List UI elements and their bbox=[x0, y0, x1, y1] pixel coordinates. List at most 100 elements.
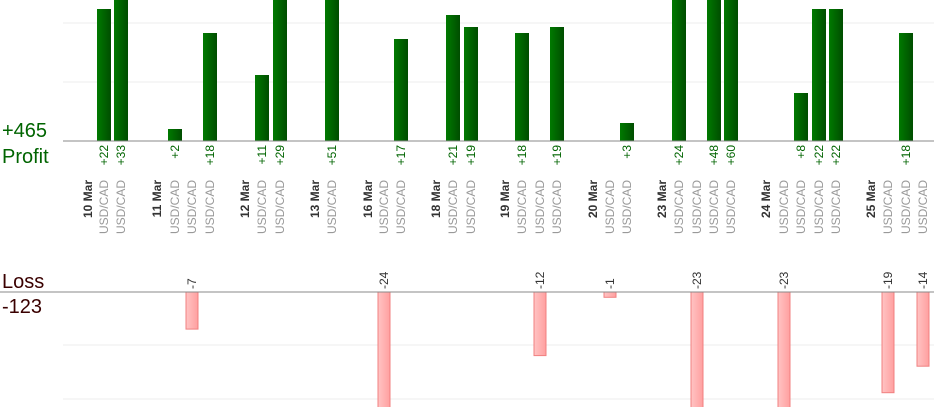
loss-value-label: -1 bbox=[603, 278, 617, 289]
loss-value-label: -23 bbox=[690, 271, 704, 289]
profit-bar bbox=[325, 0, 339, 141]
profit-bar bbox=[812, 9, 826, 141]
profit-total: +465 bbox=[2, 120, 47, 142]
loss-label: Loss bbox=[2, 271, 44, 293]
profit-value-label: +18 bbox=[899, 145, 913, 166]
profit-value-label: +24 bbox=[672, 145, 686, 166]
profit-value-label: +33 bbox=[114, 145, 128, 166]
date-label: 23 Mar bbox=[655, 180, 669, 218]
profit-value-label: +11 bbox=[255, 145, 269, 165]
trade-label: USD/CAD bbox=[446, 180, 460, 234]
profit-bar bbox=[97, 9, 111, 141]
trade-label: USD/CAD bbox=[916, 180, 930, 234]
profit-bar bbox=[464, 27, 478, 141]
date-label: 25 Mar bbox=[864, 180, 878, 218]
loss-value-label: -19 bbox=[881, 271, 895, 289]
date-label: 10 Mar bbox=[81, 180, 95, 218]
loss-bar bbox=[185, 291, 199, 330]
profit-value-label: +18 bbox=[203, 145, 217, 166]
date-label: 11 Mar bbox=[150, 180, 164, 218]
profit-bar bbox=[446, 15, 460, 141]
trade-label: USD/CAD bbox=[707, 180, 721, 234]
profit-value-label: +22 bbox=[97, 145, 111, 166]
profit-bar bbox=[515, 33, 529, 141]
profit-bar bbox=[724, 0, 738, 141]
trade-label: USD/CAD bbox=[203, 180, 217, 234]
profit-value-label: +19 bbox=[464, 145, 478, 166]
profit-value-label: +21 bbox=[446, 145, 460, 166]
profit-bar bbox=[255, 75, 269, 141]
trade-label: USD/CAD bbox=[672, 180, 686, 234]
loss-bar bbox=[690, 291, 704, 407]
profit-bar bbox=[794, 93, 808, 141]
trade-label: USD/CAD bbox=[899, 180, 913, 234]
trade-label: USD/CAD bbox=[724, 180, 738, 234]
trade-label: USD/CAD bbox=[794, 180, 808, 234]
profit-value-label: +18 bbox=[515, 145, 529, 166]
trade-label: USD/CAD bbox=[377, 180, 391, 234]
profit-bar bbox=[829, 9, 843, 141]
trade-label: USD/CAD bbox=[325, 180, 339, 234]
trade-label: USD/CAD bbox=[168, 180, 182, 234]
profit-bar bbox=[203, 33, 217, 141]
profit-value-label: +19 bbox=[550, 145, 564, 166]
date-label: 12 Mar bbox=[238, 180, 252, 218]
date-label: 16 Mar bbox=[361, 180, 375, 218]
profit-value-label: +29 bbox=[273, 145, 287, 166]
trade-label: USD/CAD bbox=[550, 180, 564, 234]
profit-bar bbox=[899, 33, 913, 141]
loss-bar bbox=[603, 291, 617, 298]
loss-value-label: -23 bbox=[777, 271, 791, 289]
date-label: 13 Mar bbox=[308, 180, 322, 218]
profit-value-label: +48 bbox=[707, 145, 721, 166]
date-label: 19 Mar bbox=[498, 180, 512, 218]
bars bbox=[97, 0, 930, 407]
profit-value-label: +17 bbox=[394, 145, 408, 166]
trade-label: USD/CAD bbox=[533, 180, 547, 234]
trade-label: USD/CAD bbox=[812, 180, 826, 234]
trade-label: USD/CAD bbox=[255, 180, 269, 234]
profit-bar bbox=[707, 0, 721, 141]
profit-bar bbox=[672, 0, 686, 141]
trade-label: USD/CAD bbox=[114, 180, 128, 234]
loss-value-label: -12 bbox=[533, 271, 547, 289]
trade-label: USD/CAD bbox=[881, 180, 895, 234]
profit-value-label: +22 bbox=[829, 145, 843, 166]
profit-value-label: +51 bbox=[325, 145, 339, 166]
profit-value-label: +2 bbox=[168, 145, 182, 159]
profit-bar bbox=[168, 129, 182, 141]
profit-value-label: +22 bbox=[812, 145, 826, 166]
trade-label: USD/CAD bbox=[273, 180, 287, 234]
trade-label: USD/CAD bbox=[185, 180, 199, 234]
date-label: 18 Mar bbox=[429, 180, 443, 218]
profit-value-label: +3 bbox=[620, 145, 634, 159]
trade-label: USD/CAD bbox=[690, 180, 704, 234]
loss-value-label: -14 bbox=[916, 271, 930, 289]
trade-label: USD/CAD bbox=[464, 180, 478, 234]
profit-bar bbox=[273, 0, 287, 141]
loss-value-label: -24 bbox=[377, 271, 391, 289]
trade-label: USD/CAD bbox=[515, 180, 529, 234]
loss-bar bbox=[377, 291, 391, 407]
trade-label: USD/CAD bbox=[777, 180, 791, 234]
trade-label: USD/CAD bbox=[829, 180, 843, 234]
loss-bar bbox=[777, 291, 791, 407]
date-label: 24 Mar bbox=[759, 180, 773, 218]
trade-label: USD/CAD bbox=[603, 180, 617, 234]
profit-bar bbox=[550, 27, 564, 141]
profit-label: Profit bbox=[2, 146, 49, 168]
loss-bar bbox=[881, 291, 895, 394]
trade-label: USD/CAD bbox=[394, 180, 408, 234]
profit-value-label: +8 bbox=[794, 145, 808, 159]
date-label: 20 Mar bbox=[586, 180, 600, 218]
trade-label: USD/CAD bbox=[97, 180, 111, 234]
loss-total: -123 bbox=[2, 296, 42, 318]
loss-bar bbox=[916, 291, 930, 367]
trade-label: USD/CAD bbox=[620, 180, 634, 234]
profit-bar bbox=[394, 39, 408, 141]
profit-value-label: +60 bbox=[724, 145, 738, 166]
profit-bar bbox=[114, 0, 128, 141]
loss-bar bbox=[533, 291, 547, 357]
profit-bar bbox=[620, 123, 634, 141]
